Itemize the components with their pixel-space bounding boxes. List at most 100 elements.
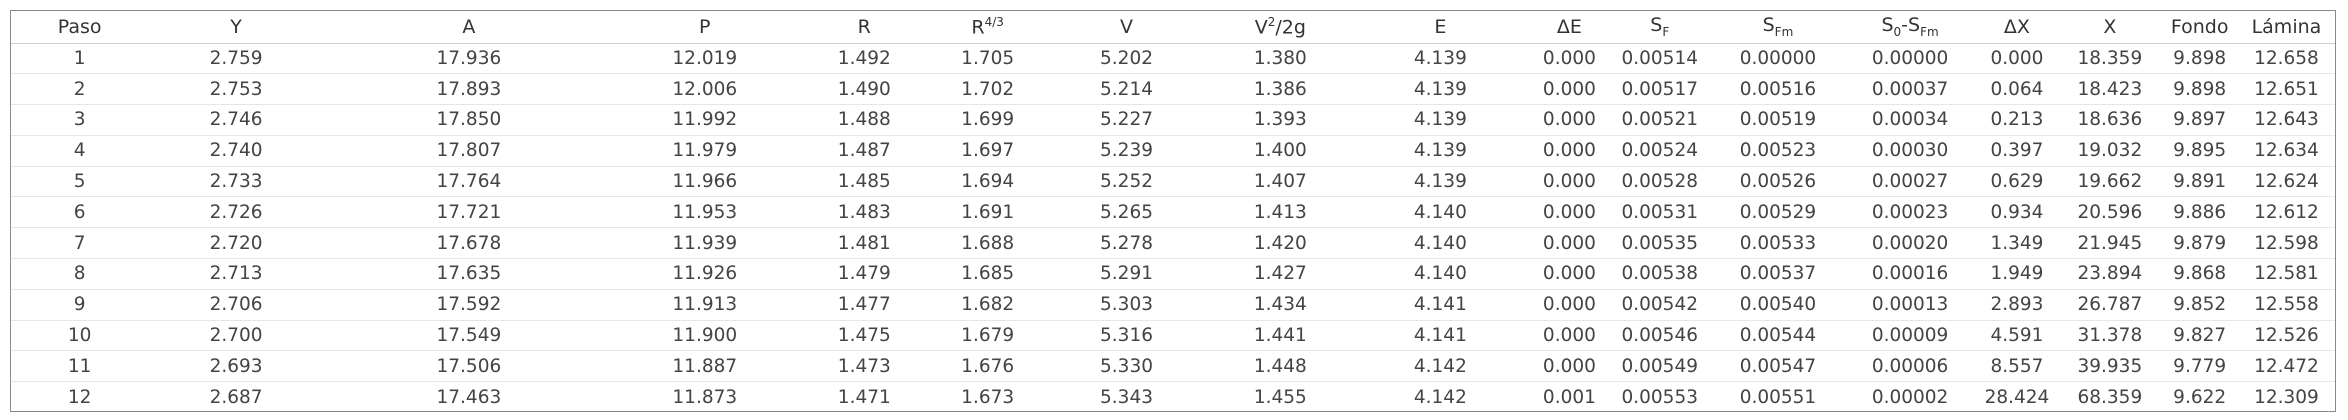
column-header: V2/2g bbox=[1210, 11, 1351, 44]
table-cell: 1.455 bbox=[1253, 386, 1307, 408]
table-cell: 1 bbox=[73, 47, 86, 69]
table-cell: 0.000 bbox=[1542, 78, 1596, 100]
table-cell: 0.00000 bbox=[1739, 47, 1817, 69]
table-cell: 2.733 bbox=[209, 171, 263, 193]
table-cell: 0.00023 bbox=[1871, 201, 1949, 223]
table-cell: 0.00006 bbox=[1871, 355, 1949, 377]
table-cell: 1.682 bbox=[961, 294, 1015, 316]
table-cell: 0.00533 bbox=[1739, 232, 1817, 254]
table-cell: 17.936 bbox=[436, 47, 502, 69]
table-cell: 12.581 bbox=[2254, 263, 2319, 285]
table-cell: 4.142 bbox=[1413, 386, 1467, 408]
table-cell: 11.953 bbox=[672, 201, 738, 223]
table-cell: 11.966 bbox=[672, 171, 738, 193]
table-cell: 0.000 bbox=[1542, 263, 1596, 285]
table-cell: 2.720 bbox=[209, 232, 263, 254]
table-cell: 0.00016 bbox=[1871, 263, 1949, 285]
table-cell: 4.139 bbox=[1413, 140, 1467, 162]
column-header-text: A bbox=[462, 15, 476, 38]
column-header: P bbox=[613, 11, 796, 44]
table-cell: 17.635 bbox=[436, 263, 502, 285]
table-cell: 9.898 bbox=[2173, 78, 2227, 100]
table-cell: 20.596 bbox=[2077, 201, 2143, 223]
table-cell: 0.000 bbox=[1542, 109, 1596, 131]
table-cell: 0.00521 bbox=[1621, 109, 1698, 131]
column-header: R bbox=[795, 11, 933, 44]
table-cell: 0.000 bbox=[1990, 47, 2044, 69]
table-cell: 17.592 bbox=[436, 294, 502, 316]
table-cell: 0.00544 bbox=[1739, 325, 1817, 347]
table-cell: 0.00027 bbox=[1871, 171, 1949, 193]
table-cell: 5.214 bbox=[1100, 78, 1153, 100]
table-cell: 11.913 bbox=[672, 294, 738, 316]
table-cell: 1.705 bbox=[961, 47, 1015, 69]
column-header-text: Paso bbox=[57, 15, 102, 38]
table-cell: 1.673 bbox=[961, 386, 1015, 408]
table-cell: 1.688 bbox=[961, 232, 1015, 254]
table-cell: 1.676 bbox=[961, 355, 1015, 377]
table-cell: 0.00531 bbox=[1621, 201, 1698, 223]
table-cell: 9.868 bbox=[2173, 263, 2227, 285]
table-row: 8 2.713 17.635 11.926 1.479 1.685 5.291 1.427 4.… bbox=[11, 258, 2335, 290]
table-cell: 0.00514 bbox=[1621, 47, 1698, 69]
table-cell: 5.202 bbox=[1100, 47, 1153, 69]
column-header-text: E bbox=[1434, 15, 1447, 38]
table-cell: 17.764 bbox=[436, 171, 502, 193]
table-cell: 7 bbox=[73, 232, 86, 254]
table-cell: 1.679 bbox=[961, 325, 1015, 347]
table-row: 9 2.706 17.592 11.913 1.477 1.682 5.303 1.434 4.… bbox=[11, 289, 2335, 321]
table-cell: 9.895 bbox=[2173, 140, 2227, 162]
table-cell: 1.697 bbox=[961, 140, 1015, 162]
column-header-subscript: Fm bbox=[1920, 25, 1939, 40]
column-header-text: Y bbox=[230, 15, 242, 38]
table-cell: 11.926 bbox=[672, 263, 738, 285]
table-cell: 9.898 bbox=[2173, 47, 2227, 69]
table-cell: 0.00013 bbox=[1871, 294, 1949, 316]
table-row: 4 2.740 17.807 11.979 1.487 1.697 5.239 1.400 4.… bbox=[11, 135, 2335, 167]
table-cell: 0.00538 bbox=[1621, 263, 1698, 285]
table-cell: 12.612 bbox=[2254, 201, 2319, 223]
column-header: Y bbox=[148, 11, 324, 44]
table-cell: 0.00529 bbox=[1739, 201, 1817, 223]
table-row: 6 2.726 17.721 11.953 1.483 1.691 5.265 1.413 4.… bbox=[11, 196, 2335, 228]
table-cell: 1.475 bbox=[837, 325, 891, 347]
table-cell: 1.386 bbox=[1253, 78, 1307, 100]
table-cell: 12.634 bbox=[2254, 140, 2319, 162]
table-cell: 0.000 bbox=[1542, 171, 1596, 193]
table-cell: 0.00000 bbox=[1871, 47, 1949, 69]
column-header: SFm bbox=[1711, 11, 1845, 44]
table-cell: 11.873 bbox=[672, 386, 738, 408]
table-cell: 68.359 bbox=[2077, 386, 2143, 408]
table-cell: 0.00009 bbox=[1871, 325, 1949, 347]
table-cell: 0.213 bbox=[1990, 109, 2044, 131]
column-header-subscript: F bbox=[1662, 25, 1670, 40]
results-table-frame: Paso Y A P R R4/3 V V2/2g E ΔE SF SFm S0-SFm ΔX X Fondo… bbox=[10, 10, 2336, 412]
column-header-text: ΔE bbox=[1556, 15, 1582, 38]
table-row: 2 2.753 17.893 12.006 1.490 1.702 5.214 1.386 4.… bbox=[11, 73, 2335, 105]
table-cell: 1.400 bbox=[1253, 140, 1307, 162]
table-cell: 0.00549 bbox=[1621, 355, 1698, 377]
column-header-text: S bbox=[1650, 14, 1663, 37]
table-cell: 5.330 bbox=[1100, 355, 1153, 377]
table-cell: 19.662 bbox=[2077, 171, 2143, 193]
column-header: Paso bbox=[11, 11, 149, 44]
table-cell: 2 bbox=[73, 78, 86, 100]
table-cell: 31.378 bbox=[2077, 325, 2143, 347]
table-cell: 9.852 bbox=[2173, 294, 2227, 316]
table-cell: 18.359 bbox=[2077, 47, 2143, 69]
column-header: R4/3 bbox=[932, 11, 1043, 44]
column-header-text: X bbox=[2103, 15, 2117, 38]
table-header-row: Paso Y A P R R4/3 V V2/2g E ΔE SF SFm S0-SFm ΔX X Fondo… bbox=[11, 11, 2335, 44]
table-cell: 0.00537 bbox=[1739, 263, 1817, 285]
table-cell: 23.894 bbox=[2077, 263, 2143, 285]
table-cell: 1.380 bbox=[1253, 47, 1307, 69]
table-cell: 0.00030 bbox=[1871, 140, 1949, 162]
table-row: 7 2.720 17.678 11.939 1.481 1.688 5.278 1.420 4.… bbox=[11, 227, 2335, 259]
column-header: A bbox=[323, 11, 614, 44]
column-header-text: S bbox=[1881, 14, 1894, 37]
column-header-text: V bbox=[1120, 15, 1134, 38]
table-row: 1 2.759 17.936 12.019 1.492 1.705 5.202 1.380 4.… bbox=[11, 43, 2335, 74]
table-cell: 0.934 bbox=[1990, 201, 2044, 223]
table-cell: 5.303 bbox=[1100, 294, 1153, 316]
table-cell: 1.485 bbox=[837, 171, 891, 193]
